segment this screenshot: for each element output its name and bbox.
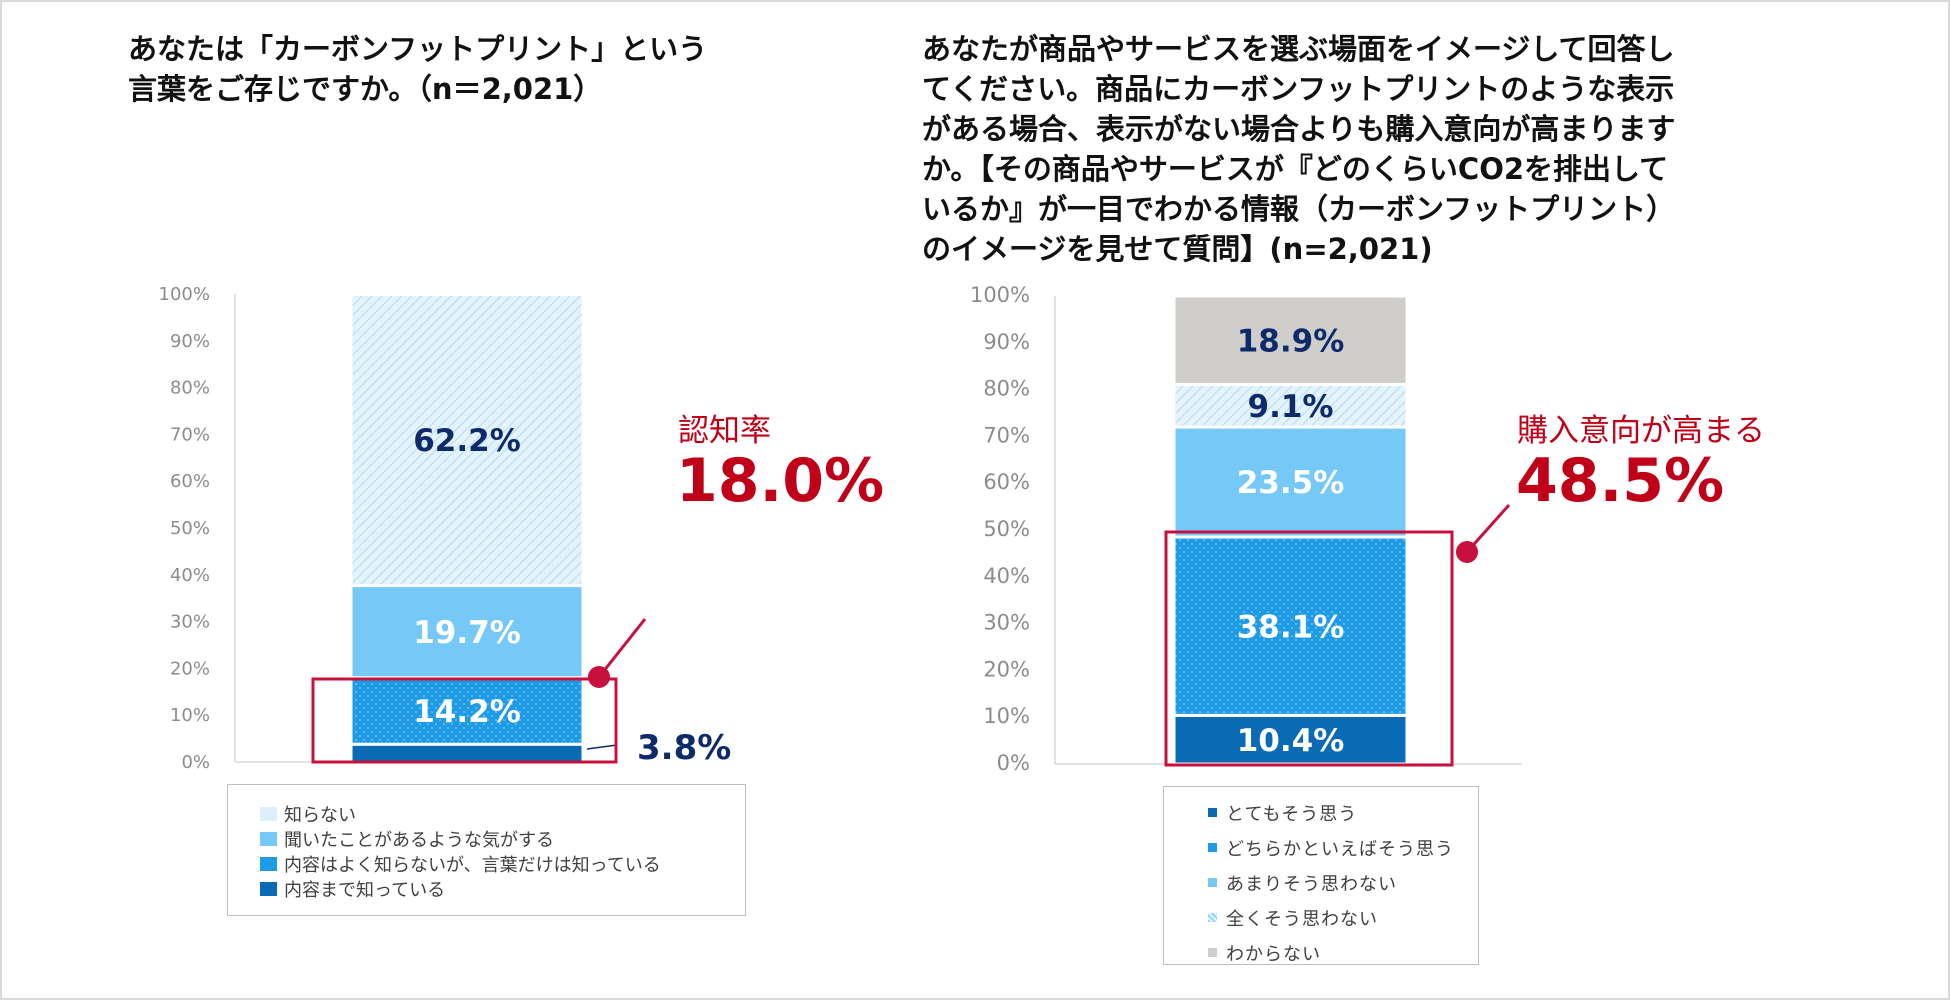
data-label: 23.5% [1237,465,1345,501]
y-tick-label: 60% [983,470,1030,494]
data-label: 18.9% [1237,323,1345,359]
chart-left: 0% 10% 20% 30% 40% 50% 60% 70% 80% 90% 100% 3.8% 14.… [159,284,732,773]
callout-right-value: 48.5% [1516,446,1725,516]
highlight-box [311,677,618,764]
y-tick-label: 80% [983,377,1030,401]
bar-segment [1172,425,1409,539]
y-tick-label: 20% [983,657,1030,681]
y-tick-label: 70% [170,424,210,445]
chart-left-title: あなたは「カーボンフットプリント」という 言葉をご存じですか。（n＝2,021） [128,32,708,106]
data-label: 62.2% [413,423,521,459]
y-tick-label: 100% [159,284,210,305]
bar-segment [349,584,585,680]
legend-item: 全くそう思わない [1164,900,1478,935]
y-tick-label: 20% [170,658,210,679]
legend-swatch [260,856,277,871]
legend-swatch [1208,878,1217,887]
legend-item: あまりそう思わない [1164,865,1478,900]
callout-dot [588,666,610,688]
legend-label: 聞いたことがあるような気がする [284,829,554,851]
callout-dot [1456,541,1478,563]
leader-line [586,744,618,750]
y-tick-label: 80% [170,378,210,399]
callout-right-label: 購入意向が高まる [1517,413,1765,449]
bar-segment [349,676,585,746]
legend-swatch [260,881,277,896]
data-label: 38.1% [1237,609,1345,645]
highlight-box [1164,530,1454,767]
legend-swatch [1208,913,1217,922]
bar-segment [1172,382,1409,429]
y-tick-label: 10% [983,704,1030,728]
legend-item: 聞いたことがあるような気がする [228,826,745,851]
y-tick-label: 30% [983,611,1030,635]
chart-right-title: あなたが商品やサービスを選ぶ場面をイメージして回答し てください。商品にカーボン… [922,32,1676,266]
legend-label: 内容はよく知らないが、言葉だけは知っている [284,854,661,876]
legend-swatch [1208,948,1217,957]
chart-left-legend: 知らない 聞いたことがあるような気がする 内容はよく知らないが、言葉だけは知って… [227,784,746,916]
legend-label: 全くそう思わない [1226,908,1378,930]
y-tick-label: 0% [181,752,210,773]
y-tick-label: 50% [170,518,210,539]
legend-item: 知らない [228,801,745,826]
legend-label: 知らない [284,804,356,826]
data-label: 19.7% [413,615,521,651]
legend-label: わからない [1226,943,1321,965]
legend-swatch [260,831,277,846]
chart-right: 0% 10% 20% 30% 40% 50% 60% 70% 80% 90% 100% 10.4% 38… [970,283,1522,775]
data-label: 3.8% [637,728,731,768]
legend-item: どちらかといえばそう思う [1164,830,1478,865]
data-label: 14.2% [413,694,521,730]
y-tick-label: 40% [170,565,210,586]
chart-right-legend: とてもそう思う どちらかといえばそう思う あまりそう思わない 全くそう思わない … [1163,786,1479,965]
legend-item: 内容はよく知らないが、言葉だけは知っている [228,851,745,876]
legend-swatch [260,806,277,821]
legend-label: とてもそう思う [1226,803,1358,825]
legend-label: どちらかといえばそう思う [1226,838,1454,860]
callout-left-label: 認知率 [678,413,771,449]
callout-left-value: 18.0% [676,446,885,516]
legend-swatch [1208,843,1217,852]
y-tick-label: 70% [983,423,1030,447]
y-tick-label: 100% [970,283,1030,307]
legend-item: 内容まで知っている [228,876,745,901]
callout-connector [597,618,647,678]
data-label: 10.4% [1237,723,1345,759]
legend-item: わからない [1164,935,1478,970]
legend-item: とてもそう思う [1164,795,1478,830]
y-tick-label: 60% [170,471,210,492]
y-tick-label: 0% [997,751,1030,775]
y-tick-label: 30% [170,612,210,633]
y-tick-label: 10% [170,705,210,726]
bar-segment [1172,294,1409,386]
y-tick-label: 40% [983,564,1030,588]
legend-label: あまりそう思わない [1226,873,1397,895]
data-label: 9.1% [1248,389,1334,425]
bar-segment [349,742,585,764]
bar-segment [1172,713,1409,766]
y-tick-label: 50% [983,517,1030,541]
y-tick-label: 90% [170,331,210,352]
legend-swatch [1208,808,1217,817]
bar-segment [349,292,585,588]
legend-label: 内容まで知っている [284,879,446,901]
y-tick-label: 90% [983,330,1030,354]
